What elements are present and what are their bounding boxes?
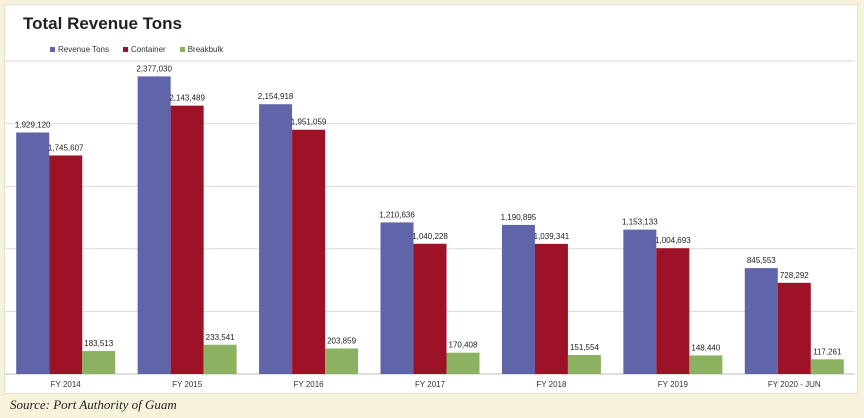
- bar-breakbulk: [689, 355, 723, 374]
- bar-revenue-tons: [137, 76, 171, 374]
- bar-breakbulk: [567, 355, 601, 374]
- bar-breakbulk: [810, 359, 844, 374]
- bar-revenue-tons: [623, 229, 657, 374]
- data-label: 2,377,030: [136, 64, 172, 73]
- legend-label-container: Container: [131, 45, 166, 54]
- x-tick-label: FY 2020 - JUN: [768, 380, 821, 389]
- data-label: 170,408: [449, 341, 478, 350]
- chart-legend: Revenue Tons Container Breakbulk: [50, 45, 223, 54]
- bar-breakbulk: [446, 352, 480, 374]
- bar-container: [656, 248, 690, 374]
- legend-swatch-revenue-tons: [50, 47, 55, 52]
- data-label: 117,261: [813, 347, 842, 356]
- data-label: 2,143,489: [169, 94, 205, 103]
- x-tick-label: FY 2019: [658, 380, 689, 389]
- data-label: 183,513: [84, 339, 113, 348]
- bar-container: [49, 155, 83, 374]
- legend-item-revenue-tons: Revenue Tons: [50, 45, 109, 54]
- x-tick-label: FY 2014: [51, 380, 82, 389]
- bar-breakbulk: [325, 348, 359, 374]
- x-tick-label: FY 2018: [536, 380, 567, 389]
- data-label: 1,951,059: [291, 118, 327, 127]
- bar-container: [777, 282, 811, 374]
- data-label: 1,929,120: [15, 120, 51, 129]
- bar-breakbulk: [82, 351, 116, 374]
- chart-title: Total Revenue Tons: [23, 14, 183, 33]
- bar-revenue-tons: [16, 132, 50, 374]
- bar-container: [534, 243, 568, 374]
- bar-revenue-tons: [744, 268, 778, 374]
- data-label: 151,554: [570, 343, 599, 352]
- data-label: 1,040,228: [412, 232, 448, 241]
- data-label: 1,210,636: [379, 210, 415, 219]
- bar-container: [170, 105, 204, 374]
- source-note: Source: Port Authority of Guam: [10, 397, 177, 412]
- x-tick-label: FY 2015: [172, 380, 203, 389]
- data-label: 203,859: [327, 336, 356, 345]
- bar-revenue-tons: [501, 224, 535, 374]
- data-label: 148,440: [691, 343, 720, 352]
- data-label: 233,541: [206, 333, 235, 342]
- bar-revenue-tons: [259, 104, 293, 374]
- legend-swatch-breakbulk: [179, 47, 185, 52]
- data-label: 1,745,607: [48, 143, 84, 152]
- data-label: 728,292: [780, 271, 809, 280]
- legend-swatch-container: [123, 47, 128, 52]
- legend-item-breakbulk: Breakbulk: [179, 45, 224, 54]
- bar-breakbulk: [203, 344, 237, 374]
- data-label: 1,004,693: [655, 236, 691, 245]
- bar-container: [413, 243, 447, 374]
- bar-container: [292, 129, 326, 374]
- legend-label-breakbulk: Breakbulk: [187, 45, 224, 54]
- data-label: 1,153,133: [622, 218, 658, 227]
- data-label: 845,553: [747, 256, 776, 265]
- x-tick-label: FY 2016: [294, 380, 325, 389]
- legend-item-container: Container: [123, 45, 166, 54]
- bar-revenue-tons: [380, 222, 414, 374]
- data-label: 2,154,918: [258, 92, 294, 101]
- data-label: 1,190,895: [501, 213, 537, 222]
- data-label: 1,039,341: [534, 232, 570, 241]
- x-tick-label: FY 2017: [415, 380, 446, 389]
- legend-label-revenue-tons: Revenue Tons: [58, 45, 109, 54]
